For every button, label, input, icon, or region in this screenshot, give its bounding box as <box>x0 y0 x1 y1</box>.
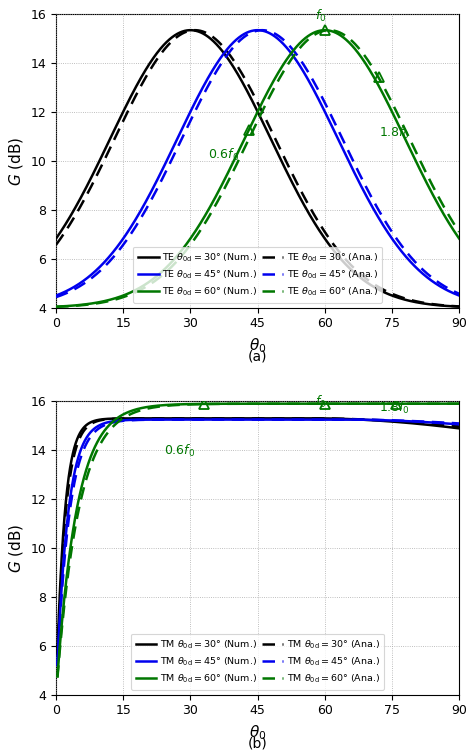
Legend: TE $\theta_{\mathrm{0d}} = 30°$ (Num.), TE $\theta_{\mathrm{0d}} = 45°$ (Num.), : TE $\theta_{\mathrm{0d}} = 30°$ (Num.), … <box>133 247 382 303</box>
Text: $1.8f_0$: $1.8f_0$ <box>379 125 410 141</box>
Text: (a): (a) <box>248 350 267 363</box>
Text: $0.6f_0$: $0.6f_0$ <box>164 443 195 459</box>
Text: $0.6f_0$: $0.6f_0$ <box>209 147 240 162</box>
Text: $f_0$: $f_0$ <box>315 394 326 410</box>
Y-axis label: $G$ (dB): $G$ (dB) <box>7 136 25 186</box>
X-axis label: $\theta_0$: $\theta_0$ <box>249 723 266 741</box>
Y-axis label: $G$ (dB): $G$ (dB) <box>7 523 25 572</box>
Legend: TM $\theta_{\mathrm{0d}} = 30°$ (Num.), TM $\theta_{\mathrm{0d}} = 45°$ (Num.), : TM $\theta_{\mathrm{0d}} = 30°$ (Num.), … <box>131 634 384 690</box>
Text: $f_0$: $f_0$ <box>315 8 326 24</box>
Text: (b): (b) <box>248 736 267 750</box>
X-axis label: $\theta_0$: $\theta_0$ <box>249 336 266 355</box>
Text: $1.8f_0$: $1.8f_0$ <box>379 400 410 417</box>
